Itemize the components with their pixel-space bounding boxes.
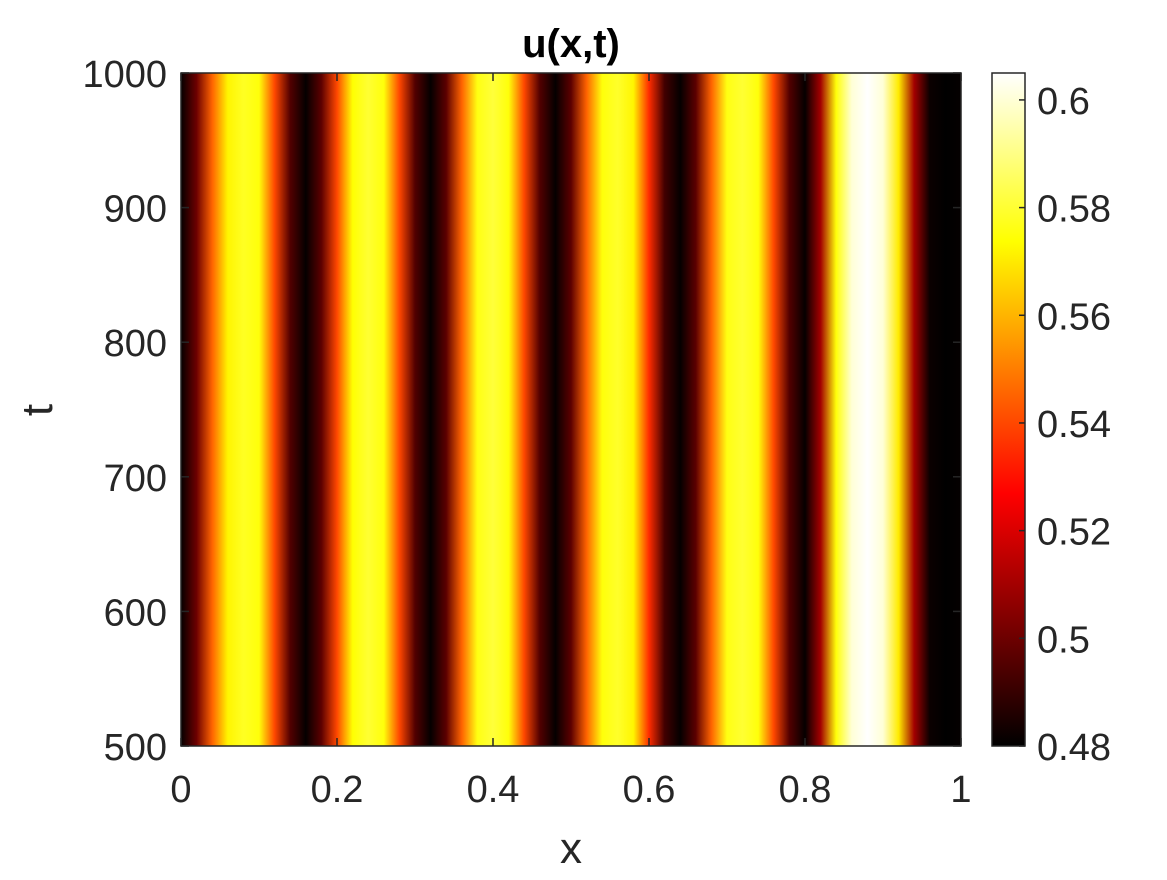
x-tick-label: 0.8 (779, 769, 832, 811)
x-tick-label: 1 (950, 769, 971, 811)
y-tick-label: 600 (104, 592, 167, 634)
colorbar-frame (991, 72, 1026, 747)
heatmap-field (181, 73, 961, 746)
y-tick-label: 700 (104, 458, 167, 500)
x-tick-label: 0 (170, 769, 191, 811)
colorbar-tick-label: 0.52 (1037, 512, 1111, 554)
x-tick-label: 0.2 (311, 769, 364, 811)
chart-title: u(x,t) (522, 22, 620, 66)
y-tick-label: 1000 (82, 54, 167, 96)
y-axis-label: t (13, 404, 62, 416)
y-axis-ticks: 500 600 700 800 900 1000 (82, 54, 961, 769)
x-tick-label: 0.4 (467, 769, 520, 811)
colorbar-tick-label: 0.6 (1037, 81, 1090, 123)
x-tick-label: 0.6 (623, 769, 676, 811)
x-axis-ticks: 0 0.2 0.4 0.6 0.8 1 (170, 73, 972, 811)
colorbar-ticks: 0.48 0.5 0.52 0.54 0.56 0.58 0.6 (1019, 81, 1111, 769)
colorbar-tick-label: 0.58 (1037, 189, 1111, 231)
y-tick-label: 800 (104, 323, 167, 365)
colorbar-tick-label: 0.48 (1037, 727, 1111, 769)
colorbar-tick-label: 0.5 (1037, 619, 1090, 661)
colorbar-tick-label: 0.54 (1037, 404, 1111, 446)
y-tick-label: 900 (104, 189, 167, 231)
colorbar (992, 73, 1025, 746)
y-tick-label: 500 (104, 727, 167, 769)
plot-frame (180, 72, 962, 747)
colorbar-tick-label: 0.56 (1037, 296, 1111, 338)
x-axis-label: x (560, 824, 582, 873)
